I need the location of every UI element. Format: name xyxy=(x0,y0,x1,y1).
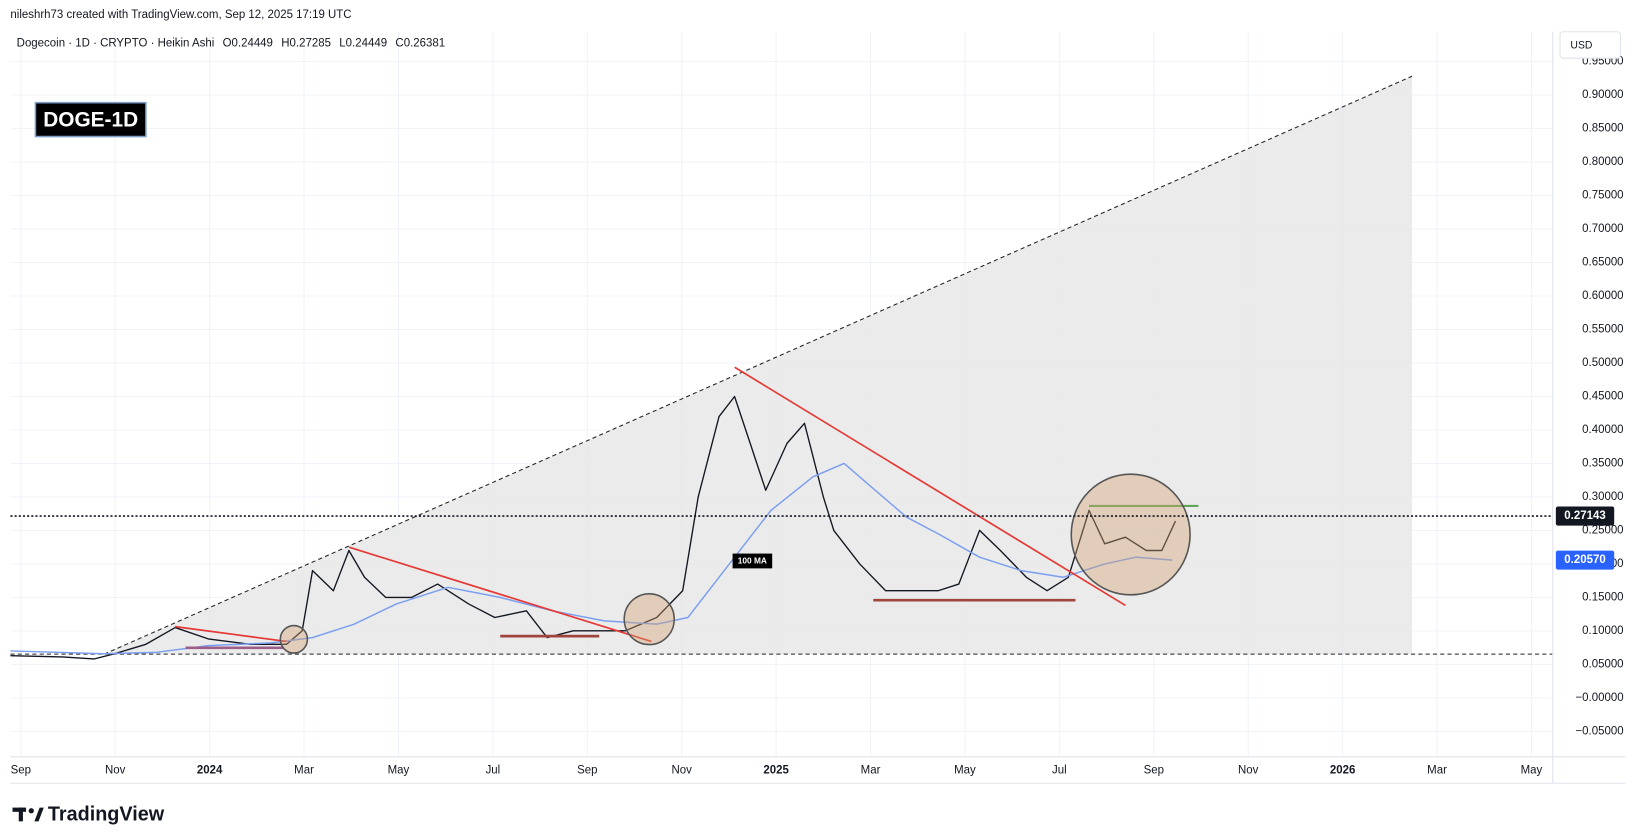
badge: DOGE-1D xyxy=(43,108,138,131)
x-tick-label: Mar xyxy=(1427,765,1447,777)
highlight-circle xyxy=(1070,473,1191,596)
x-tick-label: Sep xyxy=(11,765,31,777)
y-tick-label: 0.10000 xyxy=(1582,625,1623,637)
y-tick-label: 0.65000 xyxy=(1582,257,1623,269)
ma-price-box xyxy=(1555,550,1615,570)
x-tick-label: Mar xyxy=(294,765,314,777)
last-price-label: 0.27143 xyxy=(1564,510,1605,522)
triangle-fill xyxy=(104,76,1413,655)
red-trendline xyxy=(174,625,287,643)
y-tick-label: 0.05000 xyxy=(1582,658,1623,670)
y-tick-label: 0.35000 xyxy=(1582,457,1623,469)
x-tick-label: Sep xyxy=(1144,765,1164,777)
x-tick-label: May xyxy=(1521,765,1543,777)
symbol-header: Dogecoin · 1D · CRYPTO · Heikin Ashi O0.2… xyxy=(17,37,445,49)
ohlc-close: C0.26381 xyxy=(395,37,445,49)
logo-text: TradingView xyxy=(48,803,165,825)
highlight-circle xyxy=(623,592,676,646)
attribution: nileshrh73 created with TradingView.com,… xyxy=(10,9,351,21)
ohlc-open: O0.24449 xyxy=(223,37,273,49)
badge-box xyxy=(34,101,147,138)
currency[interactable]: USD xyxy=(1570,39,1592,51)
y-tick-label: 0.85000 xyxy=(1582,123,1623,135)
ohlc-high: H0.27285 xyxy=(281,37,331,49)
y-tick-label: 0.25000 xyxy=(1582,524,1623,536)
ohlc-low: L0.24449 xyxy=(339,37,387,49)
symbol-title: Dogecoin · 1D · CRYPTO · Heikin Ashi xyxy=(17,37,215,49)
highlight-circle xyxy=(279,624,309,654)
x-tick-label: May xyxy=(954,765,976,777)
y-tick-label: 0.80000 xyxy=(1582,156,1623,168)
x-tick-label: Nov xyxy=(672,765,693,777)
y-tick-label: −0.00000 xyxy=(1575,692,1623,704)
currency-button[interactable] xyxy=(1559,31,1621,59)
x-tick-label: Jul xyxy=(1052,765,1067,777)
ma-label: 100 MA xyxy=(738,556,767,566)
ma-label-box xyxy=(732,553,773,569)
x-tick-label: Sep xyxy=(577,765,597,777)
x-tick-label: Nov xyxy=(1238,765,1259,777)
y-tick-label: 0.15000 xyxy=(1582,591,1623,603)
red-trendline xyxy=(734,366,1126,607)
logo-icon xyxy=(12,807,44,822)
x-tick-label: Mar xyxy=(861,765,881,777)
y-tick-label: 0.60000 xyxy=(1582,290,1623,302)
y-tick-label: −0.05000 xyxy=(1575,725,1623,737)
y-tick-label: 0.45000 xyxy=(1582,390,1623,402)
ma-price-label: 0.20570 xyxy=(1564,554,1605,566)
red-trendline xyxy=(348,546,652,643)
y-tick-label: 0.55000 xyxy=(1582,324,1623,336)
y-tick-label: 0.30000 xyxy=(1582,491,1623,503)
x-tick-label: 2026 xyxy=(1330,765,1355,777)
x-tick-label: 2025 xyxy=(763,765,789,777)
y-tick-label: 0.70000 xyxy=(1582,223,1623,235)
x-tick-label: Jul xyxy=(486,765,501,777)
x-tick-label: Nov xyxy=(105,765,126,777)
x-tick-label: May xyxy=(388,765,410,777)
y-tick-label: 0.50000 xyxy=(1582,357,1623,369)
x-tick-label: 2024 xyxy=(197,765,223,777)
y-tick-label: 0.75000 xyxy=(1582,190,1623,202)
y-tick-label: 0.90000 xyxy=(1582,89,1623,101)
last-price-box xyxy=(1555,506,1615,526)
y-tick-label: 0.40000 xyxy=(1582,424,1623,436)
